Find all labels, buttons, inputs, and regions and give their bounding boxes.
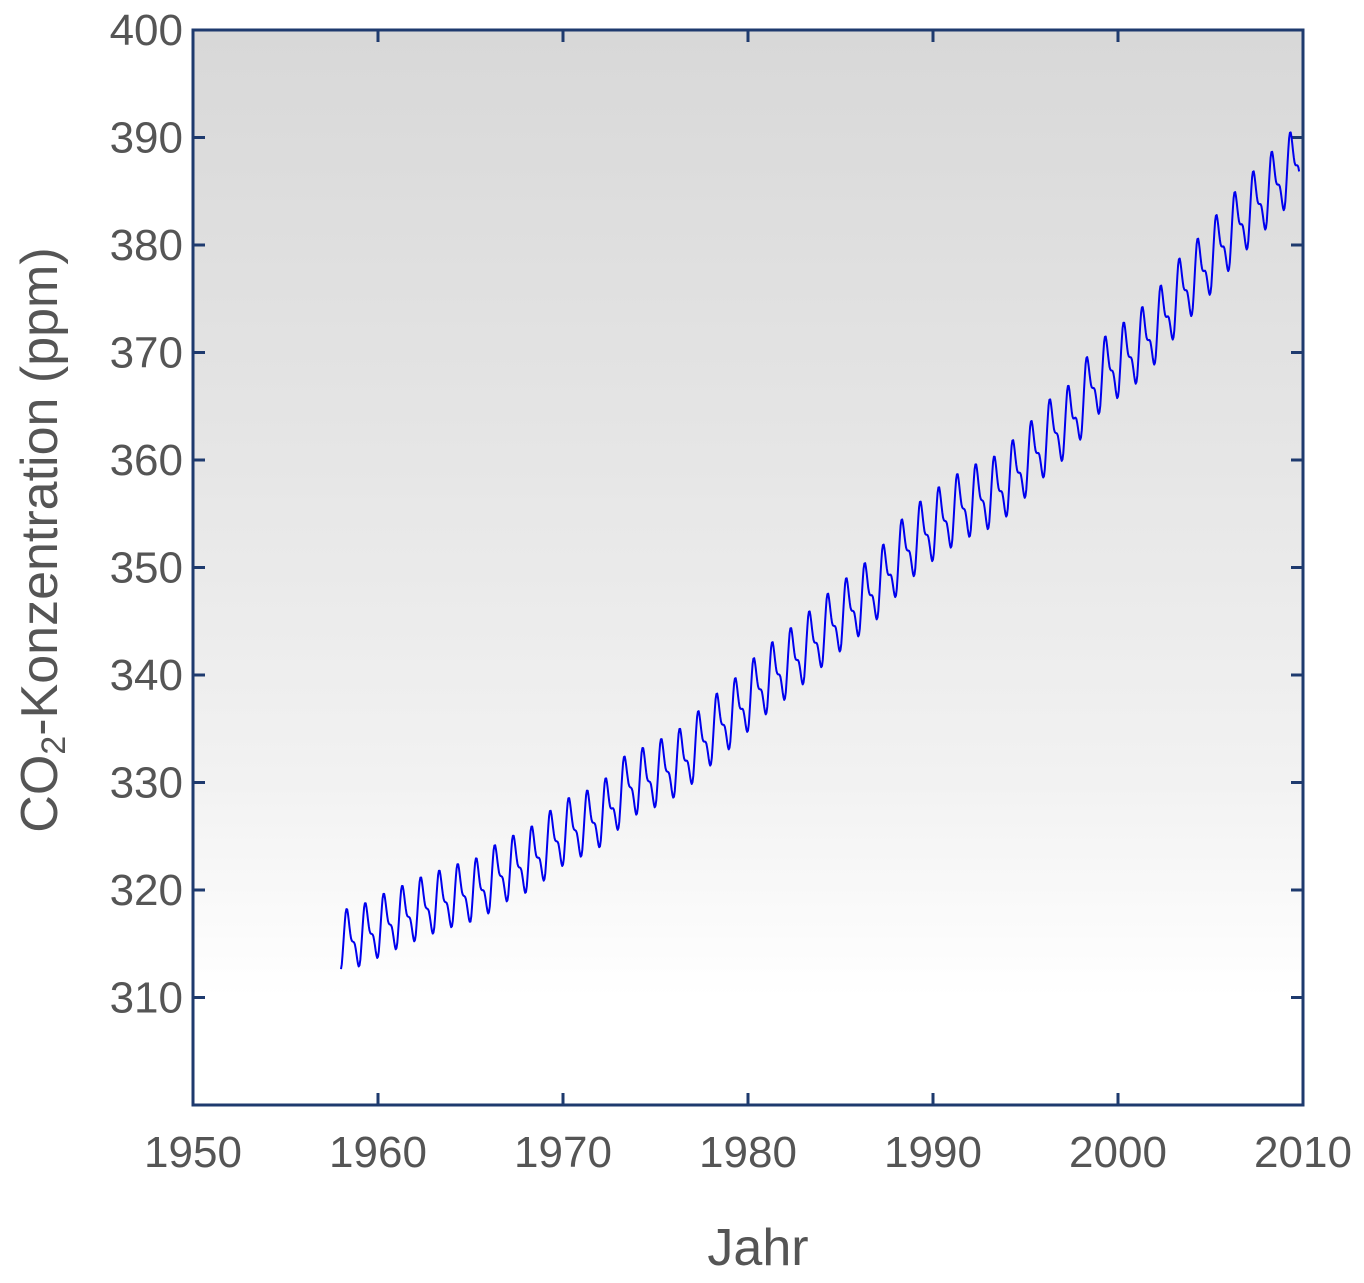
y-tick-label: 380 <box>110 221 183 270</box>
y-tick-label: 370 <box>110 329 183 378</box>
data-layer <box>340 131 1301 970</box>
y-axis-title-suffix: -Konzentration (ppm) <box>11 247 69 735</box>
x-tick-label: 1990 <box>884 1128 982 1177</box>
y-tick-label: 360 <box>110 436 183 485</box>
y-tick-labels: 310 320 330 340 350 360 370 380 390 400 <box>110 6 183 1023</box>
x-tick-labels: 1950 1960 1970 1980 1990 2000 2010 <box>144 1128 1352 1177</box>
x-tick-label: 2000 <box>1069 1128 1167 1177</box>
y-tick-label: 320 <box>110 866 183 915</box>
plot-area <box>193 30 1303 1105</box>
y-tick-label: 390 <box>110 114 183 163</box>
x-tick-label: 1960 <box>329 1128 427 1177</box>
x-axis-title: Jahr <box>707 1219 808 1277</box>
plot-frame <box>191 28 1305 1107</box>
y-tick-label: 330 <box>110 759 183 808</box>
x-tick-label: 1970 <box>514 1128 612 1177</box>
y-axis-title: CO2-Konzentration (ppm) <box>11 247 73 832</box>
y-axis-title-prefix: CO <box>11 755 69 833</box>
y-tick-label: 350 <box>110 544 183 593</box>
x-tick-label: 1980 <box>699 1128 797 1177</box>
y-axis-title-subscript: 2 <box>35 736 73 755</box>
y-tick-label: 400 <box>110 6 183 55</box>
series-line-co2 <box>340 131 1301 970</box>
x-tick-label: 1950 <box>144 1128 242 1177</box>
y-tick-label: 310 <box>110 974 183 1023</box>
y-tick-label: 340 <box>110 651 183 700</box>
x-tick-label: 2010 <box>1254 1128 1352 1177</box>
